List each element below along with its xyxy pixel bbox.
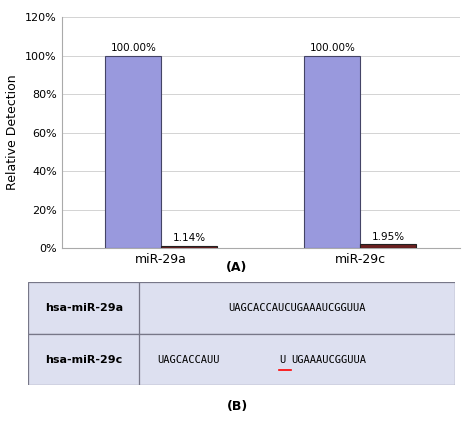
Text: U: U: [279, 354, 285, 365]
Text: 100.00%: 100.00%: [310, 43, 356, 53]
Bar: [28, 282, 455, 334]
Y-axis label: Relative Detection: Relative Detection: [7, 75, 19, 190]
Legend: Target-Specific Assay, Off-Target Assay: Target-Specific Assay, Off-Target Assay: [137, 289, 384, 308]
Bar: [161, 246, 217, 248]
Bar: [28, 334, 455, 385]
Text: (A): (A): [226, 261, 248, 274]
Text: (B): (B): [227, 400, 247, 413]
Text: 1.95%: 1.95%: [372, 232, 405, 241]
Text: 100.00%: 100.00%: [110, 43, 156, 53]
Bar: [304, 56, 360, 248]
Text: UAGCACCAUU: UAGCACCAUU: [157, 354, 220, 365]
Text: hsa-miR-29a: hsa-miR-29a: [45, 303, 123, 313]
Text: UGAAAUCGGUUA: UGAAAUCGGUUA: [291, 354, 366, 365]
Text: hsa-miR-29c: hsa-miR-29c: [46, 354, 122, 365]
Text: UAGCACCAUCUGAAAUCGGUUA: UAGCACCAUCUGAAAUCGGUUA: [228, 303, 366, 313]
Bar: [360, 244, 416, 248]
Bar: [105, 56, 161, 248]
Text: 1.14%: 1.14%: [173, 233, 206, 243]
